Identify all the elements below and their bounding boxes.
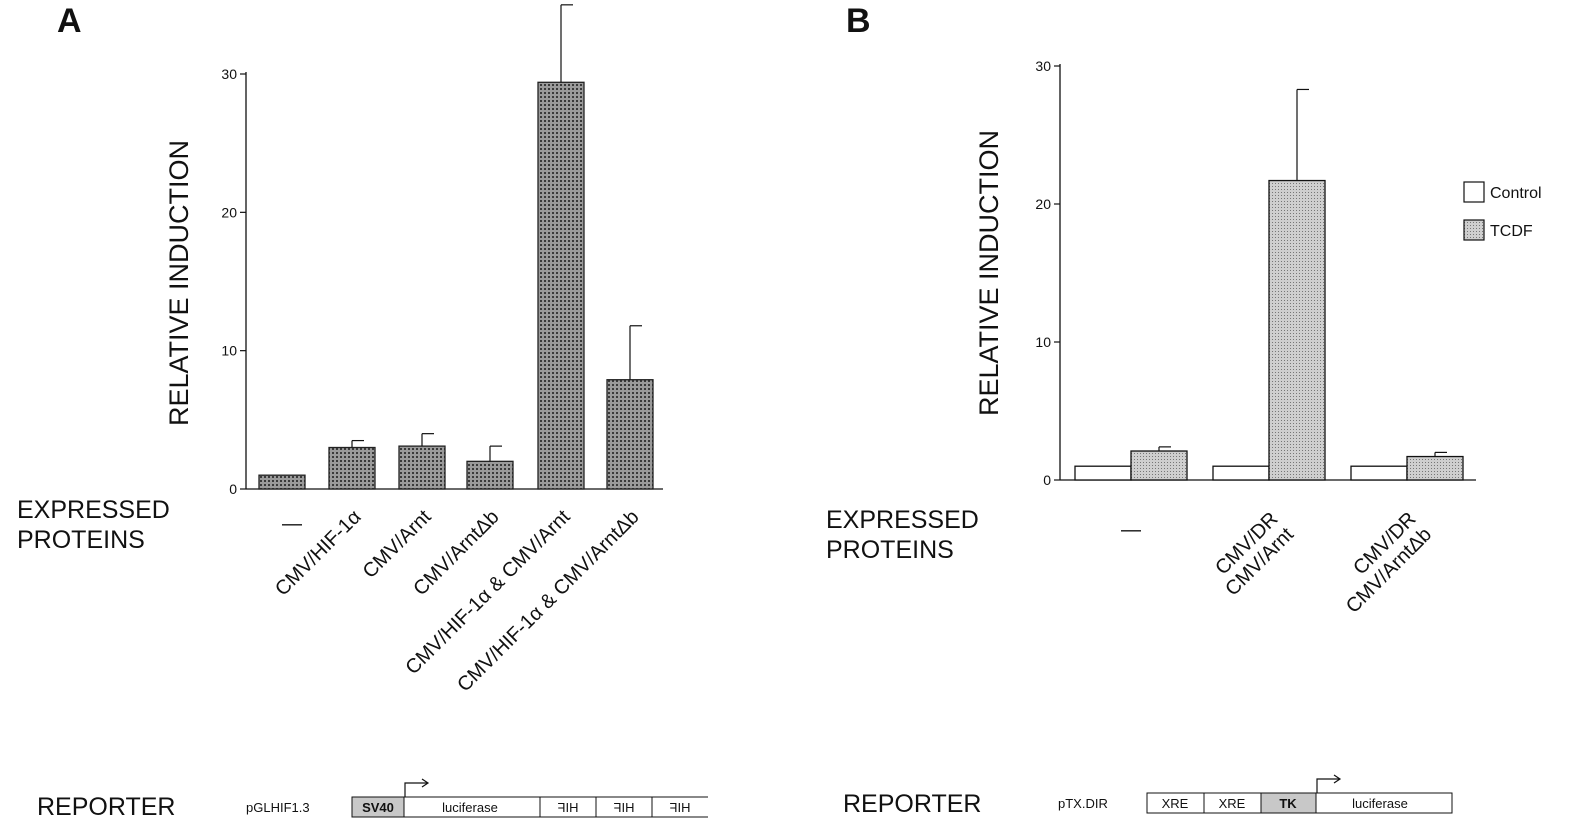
y-tick-label: 10 — [1035, 334, 1051, 350]
panel-b-ylabel: RELATIVE INDUCTION — [974, 130, 1004, 416]
y-tick-label: 20 — [1035, 196, 1051, 212]
y-tick-label: 20 — [221, 204, 237, 220]
xre-label: XRE — [1162, 796, 1189, 811]
bar — [258, 474, 306, 490]
category-label: CMV/DRCMV/Arnt — [1206, 508, 1299, 601]
legend-tcdf-label: TCDF — [1490, 223, 1533, 240]
promoter-arrow — [404, 778, 430, 797]
panel-b-category-labels: — CMV/DRCMV/Arnt CMV/DRCMV/ArntΔb — [1121, 508, 1436, 618]
panel-a-reporter-diagram: SV40 luciferase HIF HIF HIF — [351, 778, 708, 818]
panel-a-letter: A — [57, 2, 82, 40]
bar — [398, 445, 446, 490]
bar-control — [1350, 465, 1408, 481]
panel-a-reporter-construct: pGLHIF1.3 — [246, 800, 310, 815]
bar-control — [1212, 465, 1270, 481]
bar-control — [1074, 465, 1132, 481]
sv40-label: SV40 — [362, 800, 394, 815]
panel-a-ylabel: RELATIVE INDUCTION — [164, 140, 194, 426]
bar-tcdf — [1130, 450, 1188, 481]
promoter-arrow — [1316, 774, 1342, 793]
bar — [537, 81, 585, 490]
luciferase-label: luciferase — [1352, 796, 1408, 811]
bar — [606, 379, 654, 490]
panel-b-xlabel-line1: EXPRESSED — [826, 506, 979, 534]
luciferase-box — [1315, 792, 1453, 814]
panel-b-reporter-diagram: XRE XRE TK luciferase — [1146, 774, 1453, 814]
panel-a-xlabel-line2: PROTEINS — [17, 526, 145, 554]
y-tick-label: 0 — [1043, 472, 1051, 488]
hif-site-label: HIF — [669, 800, 690, 815]
y-tick-label: 0 — [229, 481, 237, 497]
legend-control-label: Control — [1490, 185, 1542, 202]
panel-a-axes: 0 10 20 30 — [221, 66, 663, 497]
panel-b-reporter-label: REPORTER — [843, 790, 981, 818]
tk-label: TK — [1279, 796, 1297, 811]
hif-site-label: HIF — [613, 800, 634, 815]
panel-b-letter: B — [846, 2, 871, 40]
y-tick-label: 10 — [221, 343, 237, 359]
category-label: — — [282, 513, 302, 535]
category-label: — — [1121, 519, 1141, 541]
legend-tcdf-swatch — [1463, 219, 1485, 241]
y-tick-label: 30 — [221, 66, 237, 82]
bar-tcdf — [1268, 179, 1326, 481]
xre-label: XRE — [1219, 796, 1246, 811]
panel-b-xlabel-line2: PROTEINS — [826, 536, 954, 564]
bar — [466, 460, 514, 490]
panel-a-reporter-label: REPORTER — [37, 793, 175, 821]
panel-b-reporter-construct: pTX.DIR — [1058, 796, 1108, 811]
bar-tcdf — [1406, 455, 1464, 481]
luciferase-label: luciferase — [442, 800, 498, 815]
legend-control-swatch — [1463, 181, 1485, 203]
panel-b-legend: Control TCDF — [1463, 181, 1542, 241]
y-tick-label: 30 — [1035, 58, 1051, 74]
hif-site-label: HIF — [557, 800, 578, 815]
category-label: CMV/DRCMV/ArntΔb — [1326, 508, 1436, 618]
panel-a-category-labels: —CMV/HIF-1αCMV/ArntCMV/ArntΔbCMV/HIF-1α … — [271, 506, 643, 697]
bar — [328, 446, 376, 490]
panel-b-bars — [1074, 88, 1464, 481]
panel-b-axes: 0 10 20 30 — [1035, 58, 1476, 488]
panel-a-bars — [258, 4, 654, 490]
panel-a-xlabel-line1: EXPRESSED — [17, 496, 170, 524]
